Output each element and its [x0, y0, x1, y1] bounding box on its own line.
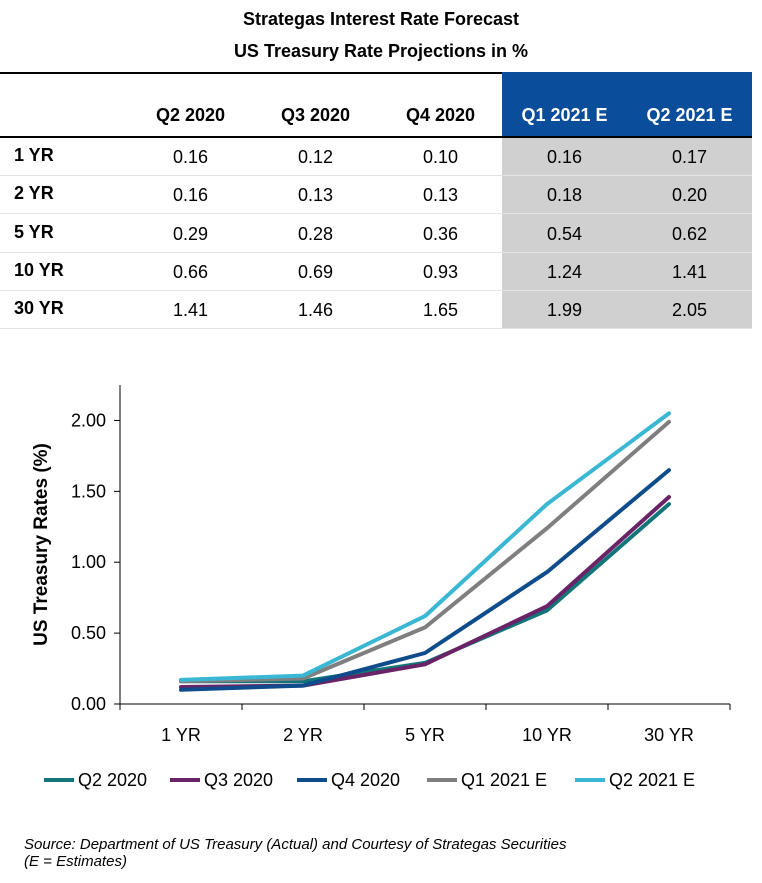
row-divider	[0, 328, 752, 329]
legend-label: Q2 2021 E	[609, 770, 695, 790]
legend-label: Q2 2020	[78, 770, 147, 790]
row-label-10yr: 10 YR	[14, 260, 64, 280]
y-tick-label: 1.50	[71, 481, 106, 501]
y-tick-label: 2.00	[71, 410, 106, 430]
table-cell: 0.29	[172, 224, 209, 244]
row-divider	[0, 290, 752, 291]
chart-subtitle: US Treasury Rate Projections in %	[233, 41, 529, 61]
table-cell: 0.93	[422, 262, 459, 282]
legend-label: Q1 2021 E	[461, 770, 547, 790]
table-cell: 0.13	[422, 185, 459, 205]
estimate-note: (E = Estimates)	[24, 853, 127, 870]
x-tick-label: 10 YR	[522, 725, 572, 745]
table-cell: 0.69	[297, 262, 334, 282]
series-line-q1-2021-e	[179, 419, 671, 684]
table-cell: 0.54	[546, 224, 583, 244]
row-label-2yr: 2 YR	[14, 183, 54, 203]
table-top-rule	[0, 72, 752, 74]
col-header-q2-2021-e: Q2 2021 E	[646, 105, 733, 125]
table-cell: 1.41	[172, 300, 209, 320]
estimate-header-band	[502, 72, 752, 138]
table-cell: 0.12	[297, 147, 334, 167]
y-tick-label: 1.00	[71, 552, 106, 572]
table-cell: 1.99	[546, 300, 583, 320]
row-divider	[0, 252, 752, 253]
table-cell: 0.36	[422, 224, 459, 244]
table-cell: 0.18	[546, 185, 583, 205]
table-cell: 0.16	[546, 147, 583, 167]
y-tick-label: 0.00	[71, 694, 106, 714]
x-tick-label: 2 YR	[283, 725, 323, 745]
table-cell: 0.16	[172, 147, 209, 167]
table-cell: 1.46	[297, 300, 334, 320]
table-cell: 2.05	[671, 300, 708, 320]
table-cell: 1.65	[422, 300, 459, 320]
col-header-q3-2020: Q3 2020	[280, 105, 351, 125]
source-note: Source: Department of US Treasury (Actua…	[24, 836, 566, 870]
series-line-q3-2020	[179, 495, 671, 689]
table-cell: 1.24	[546, 262, 583, 282]
line-chart: 0.00 0.50 1.00 1.50 2.00 1 YR 2 YR 5 YR 10 YR 30…	[31, 385, 731, 790]
series-line-q4-2020	[179, 468, 671, 692]
y-axis-label: US Treasury Rates (%)	[31, 443, 52, 646]
table-cell: 0.66	[172, 262, 209, 282]
table-cell: 0.28	[297, 224, 334, 244]
row-divider	[0, 213, 752, 214]
col-header-q4-2020: Q4 2020	[405, 105, 476, 125]
table-cell: 0.13	[297, 185, 334, 205]
source-line: Source: Department of US Treasury (Actua…	[24, 836, 567, 853]
col-header-q1-2021-e: Q1 2021 E	[521, 105, 608, 125]
y-tick-label: 0.50	[71, 623, 106, 643]
legend-label: Q3 2020	[204, 770, 273, 790]
table-cell: 0.20	[671, 185, 708, 205]
table-header-rule	[0, 136, 752, 138]
estimate-columns-band	[502, 138, 752, 329]
legend-label: Q4 2020	[331, 770, 400, 790]
x-tick-label: 5 YR	[405, 725, 445, 745]
table-cell: 0.16	[172, 185, 209, 205]
table-cell: 0.17	[671, 147, 708, 167]
table-cell: 0.62	[671, 224, 708, 244]
row-label-5yr: 5 YR	[14, 222, 54, 242]
x-tick-label: 30 YR	[644, 725, 694, 745]
row-label-30yr: 30 YR	[14, 298, 64, 318]
series-line-q2-2021-e	[179, 411, 671, 682]
row-label-1yr: 1 YR	[14, 145, 54, 165]
table-cell: 0.10	[422, 147, 459, 167]
table-cell: 1.41	[671, 262, 708, 282]
col-header-q2-2020: Q2 2020	[155, 105, 226, 125]
x-tick-label: 1 YR	[161, 725, 201, 745]
chart-title: Strategas Interest Rate Forecast	[242, 9, 520, 29]
row-divider	[0, 175, 752, 176]
